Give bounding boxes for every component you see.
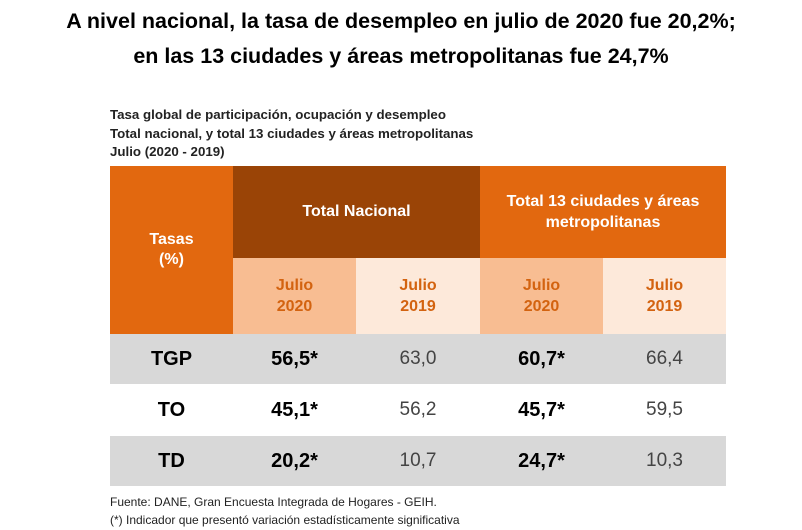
row-label-to: TO [157, 398, 186, 421]
table-row-td [110, 436, 726, 486]
subheader-year: 2020 [276, 298, 313, 315]
cell-to-nacional-2020: 45,1* [271, 398, 318, 421]
cell-tgp-ciudades-2019: 66,4 [646, 348, 683, 369]
subheader-month: Julio [522, 277, 561, 294]
cell-to-ciudades-2020: 45,7* [518, 398, 565, 421]
headline: A nivel nacional, la tasa de desempleo e… [0, 4, 802, 74]
table-row-to [110, 384, 726, 436]
group-header-ciudades: Total 13 ciudades y áreas metropolitanas [480, 166, 726, 258]
subheader-month: Julio [275, 277, 314, 294]
cell-tgp-ciudades-2020: 60,7* [518, 347, 565, 370]
cell-td-nacional-2019: 10,7 [399, 450, 437, 471]
row-label-td: TD [158, 449, 185, 472]
footnote-significance: (*) Indicador que presentó variación est… [110, 513, 460, 527]
subheader-ciudades-2020: Julio 2020 [480, 258, 603, 334]
cell-td-ciudades-2019: 10,3 [646, 450, 683, 471]
cell-td-ciudades-2020: 24,7* [518, 449, 565, 472]
row-label-tgp: TGP [150, 347, 193, 370]
headline-line-1: A nivel nacional, la tasa de desempleo e… [66, 9, 736, 33]
subheader-month: Julio [645, 277, 684, 294]
subheader-nacional-2019: Julio 2019 [356, 258, 480, 334]
corner-header-unit: (%) [159, 251, 184, 268]
cell-to-nacional-2019: 56,2 [399, 399, 437, 420]
subheader-month: Julio [399, 277, 437, 294]
cell-tgp-nacional-2020: 56,5* [271, 347, 318, 370]
headline-line-2: en las 13 ciudades y áreas metropolitana… [133, 44, 669, 68]
footnotes: Fuente: DANE, Gran Encuesta Integrada de… [110, 493, 460, 529]
table-caption: Tasa global de participación, ocupación … [110, 106, 473, 162]
corner-header-label: Tasas [149, 231, 194, 248]
subheader-year: 2019 [400, 298, 436, 315]
cell-tgp-nacional-2019: 63,0 [399, 348, 437, 369]
table-row-tgp [110, 334, 726, 384]
table-caption-scope: Total nacional, y total 13 ciudades y ár… [110, 125, 474, 141]
footnote-source: Fuente: DANE, Gran Encuesta Integrada de… [110, 495, 437, 509]
subheader-nacional-2020: Julio 2020 [233, 258, 356, 334]
subheader-year: 2019 [646, 298, 683, 315]
table-caption-period: Julio (2020 - 2019) [110, 144, 225, 159]
table-caption-title: Tasa global de participación, ocupación … [110, 107, 446, 122]
group-header-nacional: Total Nacional [233, 166, 480, 258]
cell-to-ciudades-2019: 59,5 [646, 399, 683, 420]
subheader-year: 2020 [523, 298, 560, 315]
cell-td-nacional-2020: 20,2* [271, 449, 318, 472]
subheader-ciudades-2019: Julio 2019 [603, 258, 726, 334]
corner-header-tasas: Tasas (%) [110, 166, 233, 334]
